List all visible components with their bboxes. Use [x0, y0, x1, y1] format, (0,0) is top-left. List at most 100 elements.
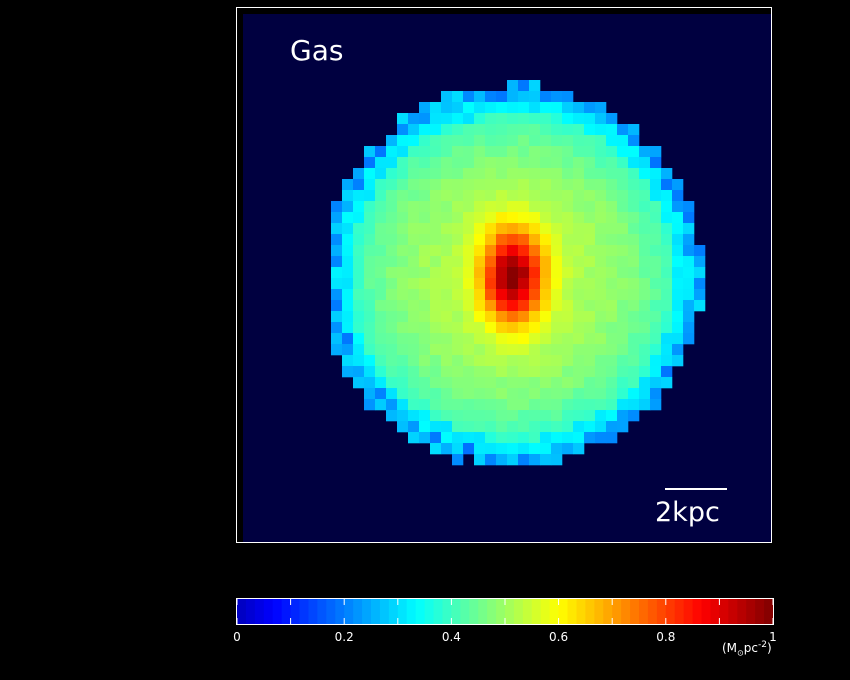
map-pixel	[430, 388, 442, 400]
map-pixel	[584, 333, 596, 345]
map-pixel	[529, 432, 541, 444]
map-pixel	[331, 267, 343, 279]
map-pixel	[441, 256, 453, 268]
map-pixel	[672, 201, 684, 213]
map-pixel	[606, 366, 618, 378]
map-pixel	[595, 399, 607, 411]
map-pixel	[584, 377, 596, 389]
map-pixel	[584, 135, 596, 147]
map-pixel	[518, 201, 530, 213]
map-pixel	[463, 245, 475, 257]
map-pixel	[518, 366, 530, 378]
map-pixel	[397, 223, 409, 235]
map-pixel	[419, 113, 431, 125]
map-pixel	[441, 124, 453, 136]
map-pixel	[397, 267, 409, 279]
map-pixel	[540, 256, 552, 268]
map-pixel	[617, 135, 629, 147]
map-pixel	[584, 388, 596, 400]
map-pixel	[518, 223, 530, 235]
colorbar	[236, 598, 774, 625]
map-pixel	[342, 355, 354, 367]
map-pixel	[562, 443, 574, 455]
map-pixel	[606, 234, 618, 246]
panel-label: Gas	[290, 34, 344, 67]
map-pixel	[463, 377, 475, 389]
map-pixel	[496, 311, 508, 323]
map-pixel	[672, 355, 684, 367]
map-pixel	[386, 168, 398, 180]
map-pixel	[518, 179, 530, 191]
map-pixel	[562, 311, 574, 323]
map-pixel	[430, 278, 442, 290]
map-pixel	[606, 278, 618, 290]
map-pixel	[331, 311, 343, 323]
map-pixel	[452, 146, 464, 158]
map-pixel	[617, 168, 629, 180]
map-pixel	[672, 234, 684, 246]
map-pixel	[540, 432, 552, 444]
map-pixel	[507, 234, 519, 246]
colorbar-swatch	[531, 599, 542, 624]
map-pixel	[661, 179, 673, 191]
map-pixel	[606, 322, 618, 334]
map-pixel	[606, 190, 618, 202]
map-pixel	[507, 355, 519, 367]
map-pixel	[452, 421, 464, 433]
map-pixel	[397, 234, 409, 246]
map-pixel	[540, 190, 552, 202]
colorbar-swatch	[549, 599, 560, 624]
map-pixel	[485, 102, 497, 114]
map-pixel	[419, 124, 431, 136]
map-pixel	[606, 146, 618, 158]
map-pixel	[485, 421, 497, 433]
map-pixel	[397, 256, 409, 268]
map-pixel	[650, 289, 662, 301]
map-pixel	[595, 234, 607, 246]
map-pixel	[375, 201, 387, 213]
map-pixel	[650, 344, 662, 356]
map-pixel	[595, 212, 607, 224]
map-pixel	[452, 454, 464, 466]
map-pixel	[562, 223, 574, 235]
map-pixel	[496, 102, 508, 114]
colorbar-swatch	[719, 599, 729, 624]
map-pixel	[551, 267, 563, 279]
map-pixel	[540, 322, 552, 334]
map-pixel	[573, 113, 585, 125]
map-pixel	[606, 410, 618, 422]
map-pixel	[661, 256, 673, 268]
map-pixel	[474, 91, 486, 103]
map-pixel	[408, 278, 420, 290]
map-pixel	[452, 311, 464, 323]
map-pixel	[573, 333, 585, 345]
map-pixel	[628, 344, 640, 356]
map-pixel	[595, 245, 607, 257]
map-pixel	[529, 278, 541, 290]
map-pixel	[595, 102, 607, 114]
map-pixel	[551, 135, 563, 147]
map-pixel	[639, 366, 651, 378]
map-pixel	[606, 344, 618, 356]
map-pixel	[628, 168, 640, 180]
map-pixel	[386, 245, 398, 257]
map-pixel	[441, 355, 453, 367]
map-pixel	[463, 212, 475, 224]
map-pixel	[540, 245, 552, 257]
map-pixel	[672, 300, 684, 312]
map-pixel	[485, 443, 497, 455]
map-pixel	[639, 311, 651, 323]
map-pixel	[562, 179, 574, 191]
map-pixel	[452, 245, 464, 257]
map-pixel	[617, 344, 629, 356]
map-pixel	[540, 311, 552, 323]
map-pixel	[364, 333, 376, 345]
map-pixel	[375, 333, 387, 345]
map-pixel	[463, 91, 475, 103]
map-pixel	[650, 355, 662, 367]
map-pixel	[628, 355, 640, 367]
map-pixel	[474, 432, 486, 444]
map-pixel	[496, 135, 508, 147]
map-pixel	[584, 355, 596, 367]
map-pixel	[650, 157, 662, 169]
